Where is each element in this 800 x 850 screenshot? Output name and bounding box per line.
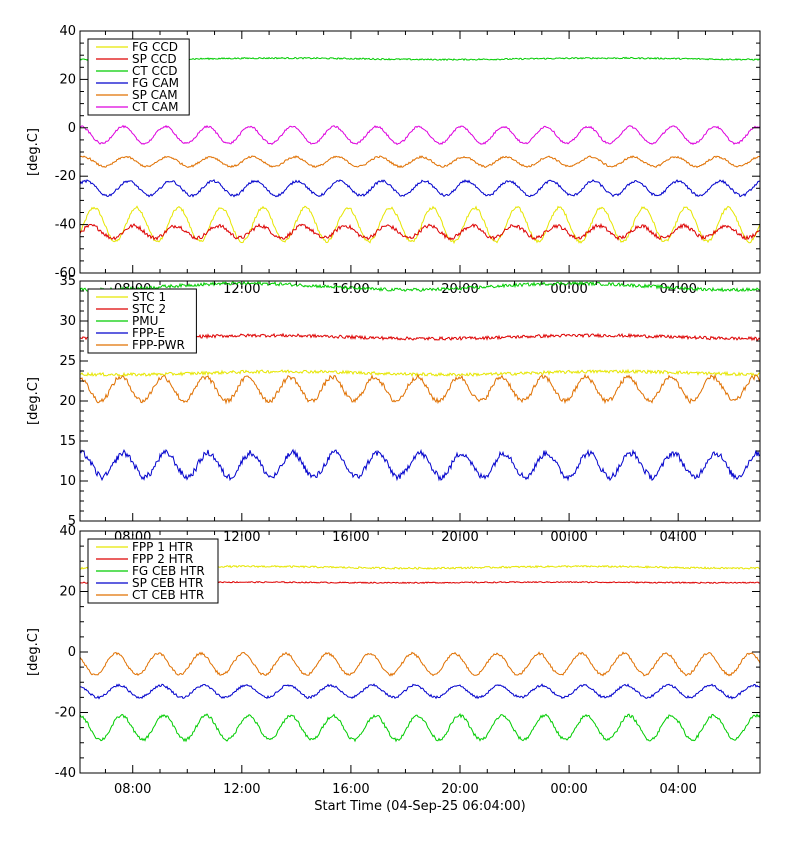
legend-label: FG CCD (132, 40, 178, 54)
x-tick-label: 00:00 (550, 282, 587, 297)
y-tick-label: 0 (68, 121, 76, 136)
x-tick-label: 16:00 (332, 782, 369, 797)
legend-label: FG CEB HTR (132, 564, 205, 578)
y-tick-label: 5 (68, 514, 76, 529)
series-line-sp-ccd (79, 222, 761, 242)
legend-label: FPP 2 HTR (132, 552, 193, 566)
legend-label: SP CAM (132, 88, 178, 102)
x-tick-label: 00:00 (550, 782, 587, 797)
y-tick-label: 35 (59, 274, 76, 289)
series-line-stc-1 (80, 368, 761, 378)
series-line-sp-cam (79, 155, 761, 169)
legend-box (87, 38, 190, 116)
y-tick-label: -60 (55, 266, 76, 281)
y-tick-label: 20 (59, 72, 76, 87)
legend-label: STC 2 (132, 302, 166, 316)
x-tick-label: 12:00 (223, 282, 260, 297)
legend-label: CT CEB HTR (132, 588, 204, 602)
x-tick-label: 08:00 (114, 782, 151, 797)
series-line-fpp-e (79, 448, 761, 482)
series-line-pmu (79, 280, 761, 293)
x-axis-title: Start Time (04-Sep-25 06:04:00) (314, 799, 525, 814)
series-line-ct-ccd (79, 56, 761, 62)
y-tick-label: 10 (59, 474, 76, 489)
series-line-sp-ceb-htr (79, 683, 761, 700)
x-tick-label: 12:00 (223, 782, 260, 797)
series-line-fpp-pwr (79, 373, 761, 405)
x-tick-label: 20:00 (441, 782, 478, 797)
series-line-fg-cam (79, 179, 761, 198)
y-tick-label: 40 (59, 24, 76, 39)
series-line-ct-cam (79, 124, 761, 146)
series-line-fg-ceb-htr (79, 713, 761, 743)
legend-label: SP CCD (132, 52, 177, 66)
y-axis-label: [deg.C] (26, 377, 41, 425)
x-tick-label: 16:00 (332, 282, 369, 297)
y-tick-label: 0 (68, 645, 76, 660)
y-tick-label: 30 (59, 314, 76, 329)
legend-label: SP CEB HTR (132, 576, 203, 590)
legend-label: CT CCD (132, 64, 178, 78)
legend-label: STC 1 (132, 290, 166, 304)
y-tick-label: 15 (59, 434, 76, 449)
y-tick-label: -20 (55, 169, 76, 184)
y-tick-label: -20 (55, 706, 76, 721)
y-tick-label: -40 (55, 766, 76, 781)
legend-label: FPP-PWR (132, 338, 185, 352)
legend-label: FG CAM (132, 76, 179, 90)
panel-1: 40200-20-40-6008:0012:0016:0020:0000:000… (26, 24, 761, 297)
y-tick-label: 20 (59, 585, 76, 600)
y-tick-label: 25 (59, 354, 76, 369)
series-line-ct-ceb-htr (79, 651, 761, 677)
legend-label: PMU (132, 314, 158, 328)
y-tick-label: 20 (59, 394, 76, 409)
legend-label: CT CAM (132, 100, 178, 114)
y-axis-label: [deg.C] (26, 128, 41, 176)
x-tick-label: 04:00 (659, 282, 696, 297)
legend-label: FPP 1 HTR (132, 540, 193, 554)
y-tick-label: -40 (55, 218, 76, 233)
legend-label: FPP-E (132, 326, 165, 340)
panel-3: 40 20 0 -20 -40 08:00 12:00 16:00 20:00 00:00 04:0… (26, 524, 761, 797)
y-tick-label: 40 (59, 524, 76, 539)
x-tick-label: 04:00 (659, 782, 696, 797)
series-line-fg-ccd (79, 205, 761, 245)
y-axis-label: [deg.C] (26, 628, 41, 676)
